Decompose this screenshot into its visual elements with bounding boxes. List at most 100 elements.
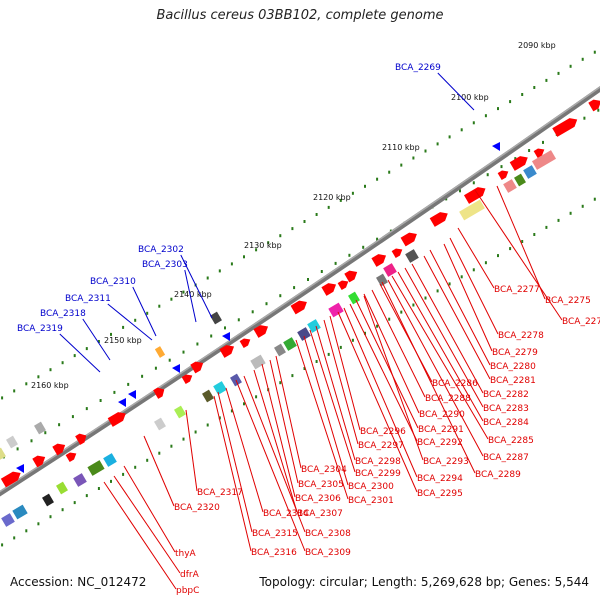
tick-dot	[182, 437, 185, 441]
feature-block	[376, 273, 388, 287]
gene-label-lower: BCA_2290	[419, 410, 465, 420]
forward-gene-arrow	[552, 118, 578, 137]
forward-gene-arrow	[463, 187, 486, 204]
tick-dot	[484, 114, 487, 118]
gene-label-lower: BCA_2301	[348, 496, 394, 506]
tick-dot	[339, 345, 342, 349]
forward-gene-arrow	[429, 212, 448, 227]
label-leader-line	[429, 249, 491, 366]
feature-block	[503, 179, 517, 193]
label-leader-line	[275, 355, 302, 469]
tick-dot	[168, 358, 171, 362]
tick-dot	[521, 93, 524, 96]
gene-label-lower: BCA_2280	[490, 362, 536, 372]
gene-label-lower: BCA_2291	[418, 425, 464, 435]
gene-arrow-shape	[509, 156, 528, 171]
tick-dot	[500, 165, 503, 169]
label-leader-line	[343, 307, 418, 478]
gene-label-lower: BCA_2281	[490, 376, 536, 386]
forward-gene-arrow	[337, 280, 349, 290]
feature-block	[348, 291, 360, 305]
tick-dot	[13, 389, 16, 393]
tick-dot	[182, 290, 185, 294]
tick-dot	[49, 368, 52, 372]
gene-arrow-shape	[463, 187, 486, 204]
label-leader-line	[184, 269, 197, 323]
tick-dot	[362, 245, 365, 249]
forward-gene-arrow	[290, 300, 307, 315]
feature-block-shape	[503, 179, 517, 193]
forward-gene-arrow	[190, 361, 204, 374]
tick-dot	[291, 374, 294, 378]
feature-block	[514, 173, 526, 187]
label-leader-line	[349, 303, 418, 442]
tick-dot	[400, 163, 403, 167]
label-leader-line	[235, 379, 306, 552]
feature-block	[154, 417, 166, 431]
gene-label-lower: BCA_2300	[348, 482, 394, 492]
gene-arrow-shape	[497, 170, 509, 180]
tick-dot	[497, 254, 499, 258]
label-leader-line	[449, 237, 499, 335]
feature-block-shape	[154, 346, 166, 358]
tick-dot	[122, 472, 125, 476]
feature-block	[6, 435, 18, 449]
label-leader-line	[381, 281, 476, 474]
tick-dot	[460, 128, 463, 132]
tick-dot	[291, 227, 294, 231]
gene-label-upper: BCA_2319	[17, 324, 63, 334]
tick-dot	[210, 334, 213, 338]
gene-label-lower: BCA_2277	[494, 285, 540, 295]
label-leader-line	[132, 286, 157, 337]
forward-gene-arrow	[32, 455, 46, 468]
tick-dot	[44, 431, 47, 435]
tick-dot	[37, 375, 40, 379]
gene-labels: BCA_2269 BCA_2302 BCA_2303 BCA_2310 BCA_2311…	[17, 63, 600, 596]
tick-dot	[448, 135, 451, 139]
label-leader-line	[243, 375, 306, 533]
feature-block-shape	[514, 173, 526, 187]
label-leader-line	[423, 255, 491, 380]
feature-block-shape	[307, 319, 321, 333]
forward-gene-arrow	[65, 452, 77, 462]
label-leader-line	[309, 329, 356, 473]
gene-label-lower: BCA_2283	[483, 404, 529, 414]
tick-dot	[182, 350, 185, 354]
feature-block-shape	[87, 460, 105, 476]
gene-arrow-shape	[321, 283, 337, 296]
tick-dot	[376, 177, 379, 181]
feature-block	[210, 311, 222, 325]
forward-gene-arrow	[509, 156, 528, 171]
tick-dot	[351, 338, 354, 342]
tick-dot	[424, 149, 427, 153]
feature-block-shape	[523, 165, 537, 179]
tick-dot	[61, 508, 64, 512]
tick-dot	[545, 225, 548, 229]
label-leader-line	[404, 267, 484, 408]
tick-dot	[542, 140, 544, 144]
tick-dot	[16, 447, 19, 451]
label-leader-line	[391, 275, 489, 440]
tick-dot	[13, 536, 16, 540]
feature-block	[56, 481, 68, 495]
feature-block	[274, 343, 286, 357]
gene-arrow-shape	[190, 361, 204, 374]
gene-label-lower: BCA_2298	[355, 457, 401, 467]
tick-dot	[243, 402, 245, 406]
forward-gene-arrow	[588, 99, 600, 112]
tick-dot	[243, 255, 245, 259]
feature-block-shape	[103, 453, 117, 467]
tick-dot	[206, 276, 209, 280]
tick-dot	[58, 423, 61, 427]
tick-dot	[110, 332, 112, 336]
forward-gene-arrow	[52, 443, 66, 456]
feature-block	[213, 381, 227, 395]
tick-dot	[141, 374, 144, 378]
feature-block	[523, 165, 537, 179]
feature-block	[103, 453, 117, 467]
forward-gene-arrow	[371, 254, 387, 267]
reverse-gene-arrow	[16, 464, 24, 473]
label-leader-line	[253, 369, 298, 513]
feature-block-shape	[213, 381, 227, 395]
tick-dot	[218, 416, 221, 420]
